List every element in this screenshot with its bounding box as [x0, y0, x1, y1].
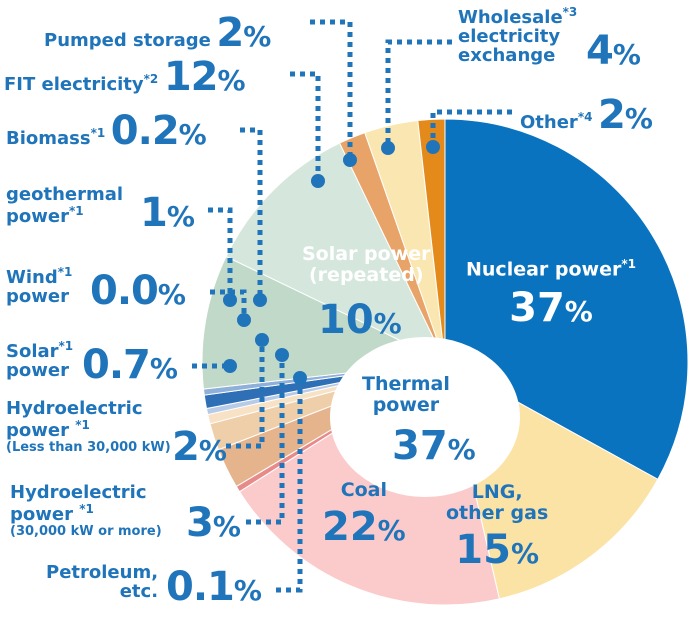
pie-slices: [201, 118, 689, 606]
label-fit: FIT electricity*2 12%: [4, 54, 246, 100]
leader-dot-wholesale: [381, 141, 395, 155]
leader-line-biomass: [240, 127, 263, 300]
pie-slice-other: [417, 118, 446, 363]
label-wholesale-value: 4%: [586, 28, 641, 74]
leader-dot-hydro_large: [275, 348, 289, 362]
label-petroleum-value: 0.1%: [166, 564, 262, 610]
leader-line-pumped: [310, 19, 353, 160]
label-other: Other*4 2%: [520, 92, 653, 138]
leader-line-hydro_small: [226, 340, 265, 449]
leader-dot-fit: [311, 174, 325, 188]
label-geothermal-value: 1%: [140, 190, 195, 236]
leader-dot-pumped: [343, 153, 357, 167]
label-solar-repeated-value: 10%: [318, 297, 402, 343]
leader-line-hydro_large: [246, 355, 285, 525]
label-petroleum: Petroleum, etc.: [46, 562, 159, 602]
label-thermal: Thermal power: [362, 373, 450, 416]
leader-dot-wind: [237, 313, 251, 327]
leader-line-petroleum: [276, 378, 303, 593]
leader-line-wholesale: [385, 39, 452, 148]
label-hydro-large: Hydroelectric power *1 (30,000 kW or mor…: [10, 482, 162, 539]
label-solar-small: Solar*1 power: [6, 339, 74, 381]
label-solar-repeated: Solar power (repeated): [302, 243, 431, 286]
label-hydro-small-value: 2%: [172, 424, 227, 470]
label-pumped-storage: Pumped storage 2%: [44, 10, 271, 56]
leader-dot-biomass: [253, 293, 267, 307]
leader-dot-geothermal: [223, 293, 237, 307]
label-biomass: Biomass*1 0.2%: [6, 108, 207, 154]
label-hydro-large-value: 3%: [186, 500, 241, 546]
label-solar-small-value: 0.7%: [82, 342, 178, 388]
leader-dot-other: [426, 140, 440, 154]
leader-dot-hydro_small: [255, 333, 269, 347]
leader-dot-petroleum: [293, 371, 307, 385]
leader-lines: [192, 19, 512, 593]
leader-line-geothermal: [208, 207, 233, 300]
label-pumped-storage-name: Pumped storage: [44, 30, 211, 51]
label-hydro-small: Hydroelectric power *1 (Less than 30,000…: [6, 398, 171, 455]
label-wind-value: 0.0%: [90, 268, 186, 314]
label-nuclear: Nuclear power*1 37%: [466, 257, 636, 332]
label-wholesale: Wholesale*3 electricity exchange: [458, 5, 578, 66]
label-lng: LNG, other gas 15%: [446, 481, 549, 573]
leader-dot-solar_small: [223, 359, 237, 373]
leader-line-other: [430, 109, 512, 147]
label-geothermal: geothermal power*1: [6, 184, 124, 227]
leader-line-wind: [210, 289, 247, 320]
label-coal: Coal 22%: [322, 479, 406, 550]
label-thermal-value: 37%: [392, 423, 476, 469]
thermal-center: [330, 337, 520, 497]
pie-slice-fit: [225, 142, 447, 364]
label-wind: Wind*1 power: [6, 265, 73, 307]
label-pumped-storage-value: 2%: [216, 10, 271, 56]
